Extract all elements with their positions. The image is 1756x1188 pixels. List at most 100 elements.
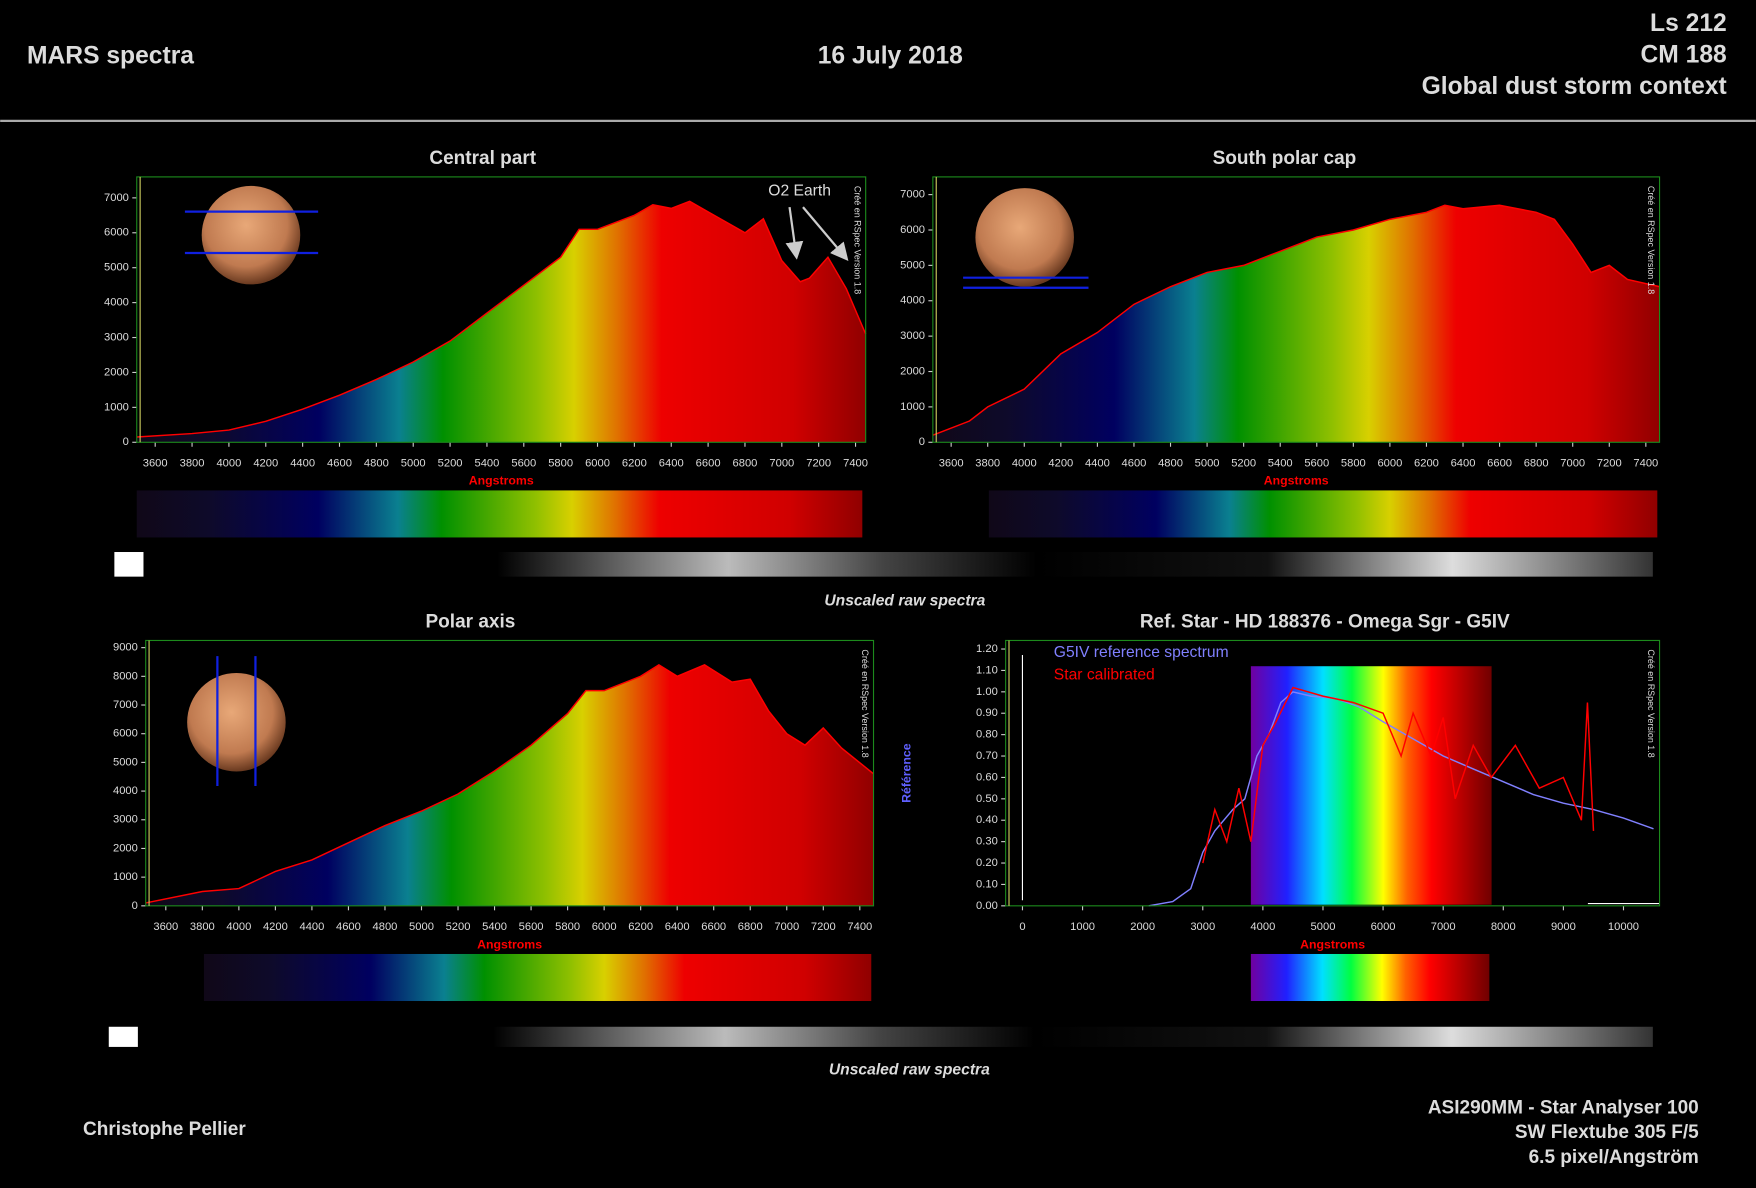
- plot-frame: [136, 176, 867, 443]
- x-tick-label: 7200: [811, 921, 836, 933]
- x-tick-label: 3800: [180, 458, 205, 470]
- x-tick-label: 5600: [519, 921, 544, 933]
- raw-strip-spot: [114, 552, 144, 577]
- x-tick-label: 3600: [939, 458, 964, 470]
- ls: Ls 212: [1650, 10, 1727, 37]
- x-tick-label: 4400: [299, 921, 324, 933]
- y-tick-label: 0.30: [976, 836, 998, 848]
- y-tick-label: 0.80: [976, 729, 998, 741]
- chart-title: South polar cap: [1213, 148, 1357, 169]
- chart-title: Ref. Star - HD 188376 - Omega Sgr - G5IV: [1140, 612, 1510, 633]
- charts: Central part 0 1000 2000 3000 4000 5000 6000 700…: [104, 148, 1661, 951]
- x-tick-label: 5600: [511, 458, 536, 470]
- y-tick-label: 0.90: [976, 707, 998, 719]
- spectrum-line: [1148, 691, 1654, 907]
- x-tick-label: 5800: [548, 458, 573, 470]
- y-tick-label: 4000: [900, 295, 925, 307]
- x-tick-label: 7200: [806, 458, 831, 470]
- x-tick-label: 3600: [153, 921, 178, 933]
- x-tick-label: 7400: [847, 921, 872, 933]
- x-tick-label: 4600: [336, 921, 361, 933]
- equipment: SW Flextube 305 F/5: [1515, 1122, 1699, 1143]
- x-tick-label: 6000: [1371, 921, 1396, 933]
- spectrum-line: [136, 200, 867, 438]
- color-strip: [203, 953, 872, 1002]
- chart-title: Polar axis: [426, 612, 516, 633]
- y-tick-label: 3000: [900, 330, 925, 342]
- watermark: Créé en RSpec Version 1.8: [1646, 186, 1656, 294]
- x-tick-label: 6800: [1524, 458, 1549, 470]
- caption: Unscaled raw spectra: [829, 1062, 990, 1079]
- x-tick-label: 4200: [263, 921, 288, 933]
- y-tick-label: 4000: [104, 297, 129, 309]
- y-tick-label: 1000: [900, 401, 925, 413]
- color-strip: [1250, 953, 1490, 1002]
- x-tick-label: 5400: [1268, 458, 1293, 470]
- x-tick-label: 7000: [1431, 921, 1456, 933]
- x-tick-label: 8000: [1491, 921, 1516, 933]
- y-tick-label: 9000: [113, 642, 138, 654]
- x-tick-label: 6800: [738, 921, 763, 933]
- x-tick-label: 6000: [585, 458, 610, 470]
- y-tick-label: 1000: [104, 401, 129, 413]
- spectrum-area: [136, 201, 866, 443]
- x-tick-label: 0: [1019, 921, 1025, 933]
- x-tick-label: 4200: [1048, 458, 1073, 470]
- x-tick-label: 6000: [592, 921, 617, 933]
- y-axis-label: Référence: [899, 743, 913, 803]
- x-axis-label: Angstroms: [469, 474, 534, 488]
- x-tick-label: 1000: [1070, 921, 1095, 933]
- y-tick-label: 1.10: [976, 664, 998, 676]
- spectrum-line: [1202, 686, 1595, 864]
- raw-strip-spot: [108, 1026, 138, 1047]
- y-tick-label: 5000: [900, 259, 925, 271]
- y-tick-label: 8000: [113, 670, 138, 682]
- x-tick-label: 6400: [1451, 458, 1476, 470]
- x-tick-label: 9000: [1551, 921, 1576, 933]
- x-tick-label: 4000: [216, 458, 241, 470]
- y-tick-label: 0.40: [976, 814, 998, 826]
- x-tick-label: 5000: [1195, 458, 1220, 470]
- x-tick-label: 4800: [373, 921, 398, 933]
- x-tick-label: 7200: [1597, 458, 1622, 470]
- y-tick-label: 0.50: [976, 793, 998, 805]
- x-tick-label: 5200: [1231, 458, 1256, 470]
- date: 16 July 2018: [818, 43, 963, 70]
- y-tick-label: 3000: [113, 814, 138, 826]
- x-tick-label: 3600: [143, 458, 168, 470]
- x-tick-label: 5400: [474, 458, 499, 470]
- raw-strip: [112, 552, 1653, 577]
- y-tick-label: 0: [919, 436, 925, 448]
- y-tick-label: 6000: [900, 224, 925, 236]
- x-tick-label: 7000: [769, 458, 794, 470]
- x-tick-label: 3000: [1190, 921, 1215, 933]
- watermark: Créé en RSpec Version 1.8: [1646, 649, 1656, 757]
- x-tick-label: 6400: [659, 458, 684, 470]
- y-tick-label: 1000: [113, 871, 138, 883]
- y-tick-label: 0.00: [976, 900, 998, 912]
- equipment: ASI290MM - Star Analyser 100: [1428, 1098, 1699, 1119]
- x-tick-label: 3800: [190, 921, 215, 933]
- planet-image: [187, 672, 286, 772]
- arrow: [802, 206, 849, 261]
- plot-frame: [932, 176, 1661, 443]
- equipment: 6.5 pixel/Angström: [1529, 1147, 1699, 1168]
- x-tick-label: 6200: [1414, 458, 1439, 470]
- x-axis-label: Angstroms: [477, 937, 542, 951]
- y-tick-label: 7000: [113, 699, 138, 711]
- y-tick-label: 7000: [104, 192, 129, 204]
- caption: Unscaled raw spectra: [824, 592, 985, 609]
- spectrum-area: [932, 205, 1660, 443]
- x-tick-label: 5800: [555, 921, 580, 933]
- x-tick-label: 7000: [1560, 458, 1585, 470]
- x-axis-label: Angstroms: [1264, 474, 1329, 488]
- x-tick-label: 3800: [975, 458, 1000, 470]
- spectrum-line: [145, 664, 874, 904]
- x-tick-label: 6800: [733, 458, 758, 470]
- watermark: Créé en RSpec Version 1.8: [852, 186, 862, 294]
- y-tick-label: 6000: [113, 728, 138, 740]
- y-tick-label: 0: [132, 900, 138, 912]
- x-tick-label: 5000: [1311, 921, 1336, 933]
- x-tick-label: 5000: [409, 921, 434, 933]
